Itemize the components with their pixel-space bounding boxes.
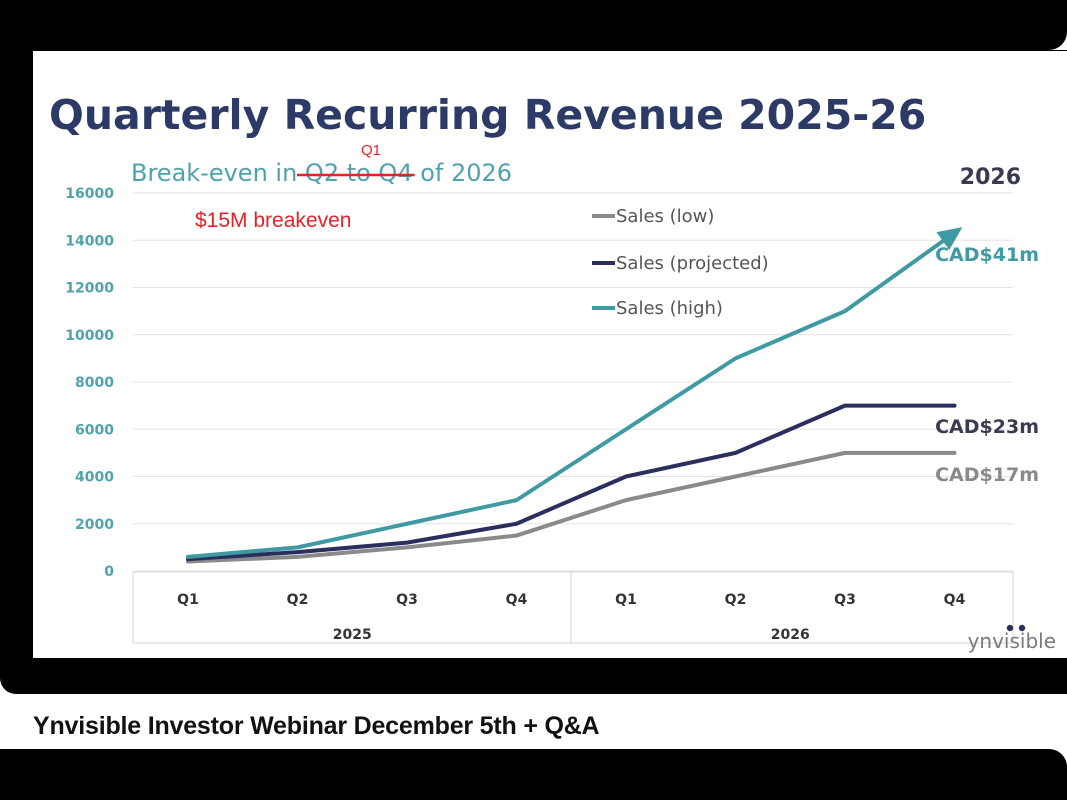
x-tick-label: Q3 [396, 592, 418, 608]
correction-note: Q1 [361, 142, 381, 159]
y-tick-label: 10000 [65, 328, 114, 344]
breakeven-note: $15M breakeven [195, 209, 351, 232]
x-tick-label: Q3 [834, 592, 856, 608]
x-tick-label: Q1 [615, 592, 637, 608]
subtitle-prefix: Break-even in [131, 159, 305, 187]
series-line-projected [186, 403, 957, 562]
brand-logo-dot [1018, 624, 1026, 632]
y-tick-label: 14000 [65, 233, 114, 249]
brand-logo-dot [1006, 624, 1014, 632]
y-tick-label: 8000 [75, 375, 114, 391]
video-title: Ynvisible Investor Webinar December 5th … [33, 712, 600, 740]
subtitle-suffix: of 2026 [413, 159, 512, 187]
series-line-high [186, 239, 945, 559]
x-tick-label: Q2 [287, 592, 309, 608]
y-tick-label: 2000 [75, 517, 114, 533]
x-tick-label: Q4 [506, 592, 528, 608]
revenue-chart: Quarterly Recurring Revenue 2025-26 Break… [49, 91, 1056, 653]
legend-label-low: Sales (low) [616, 206, 714, 227]
end-label-projected: CAD$23m [935, 416, 1039, 438]
series-arrowhead-high [936, 227, 963, 251]
year-marker: 2026 [960, 165, 1021, 190]
y-tick-label: 12000 [65, 281, 114, 297]
x-group-label: 2025 [333, 627, 372, 643]
x-tick-label: Q1 [177, 592, 199, 608]
y-tick-label: 4000 [75, 470, 114, 486]
end-label-low: CAD$17m [935, 464, 1039, 486]
subtitle-struck: Q2 to Q4 [305, 159, 413, 187]
series-line-low [186, 450, 957, 564]
x-tick-label: Q4 [944, 592, 966, 608]
legend-label-high: Sales (high) [616, 298, 723, 319]
presentation-slide: Quarterly Recurring Revenue 2025-26 Break… [33, 51, 1067, 658]
brand-logo: ynvisible [968, 629, 1056, 653]
legend-label-projected: Sales (projected) [616, 253, 769, 274]
end-label-high: CAD$41m [935, 244, 1039, 266]
y-tick-label: 16000 [65, 186, 114, 202]
bottom-black-bar [0, 749, 1067, 800]
top-black-bar [0, 0, 1067, 50]
x-group-label: 2026 [771, 627, 810, 643]
x-tick-label: Q2 [725, 592, 747, 608]
chart-subtitle: Break-even in Q2 to Q4 of 2026 [131, 159, 512, 187]
chart-title: Quarterly Recurring Revenue 2025-26 [49, 91, 926, 139]
y-tick-label: 0 [104, 564, 114, 580]
y-tick-label: 6000 [75, 422, 114, 438]
